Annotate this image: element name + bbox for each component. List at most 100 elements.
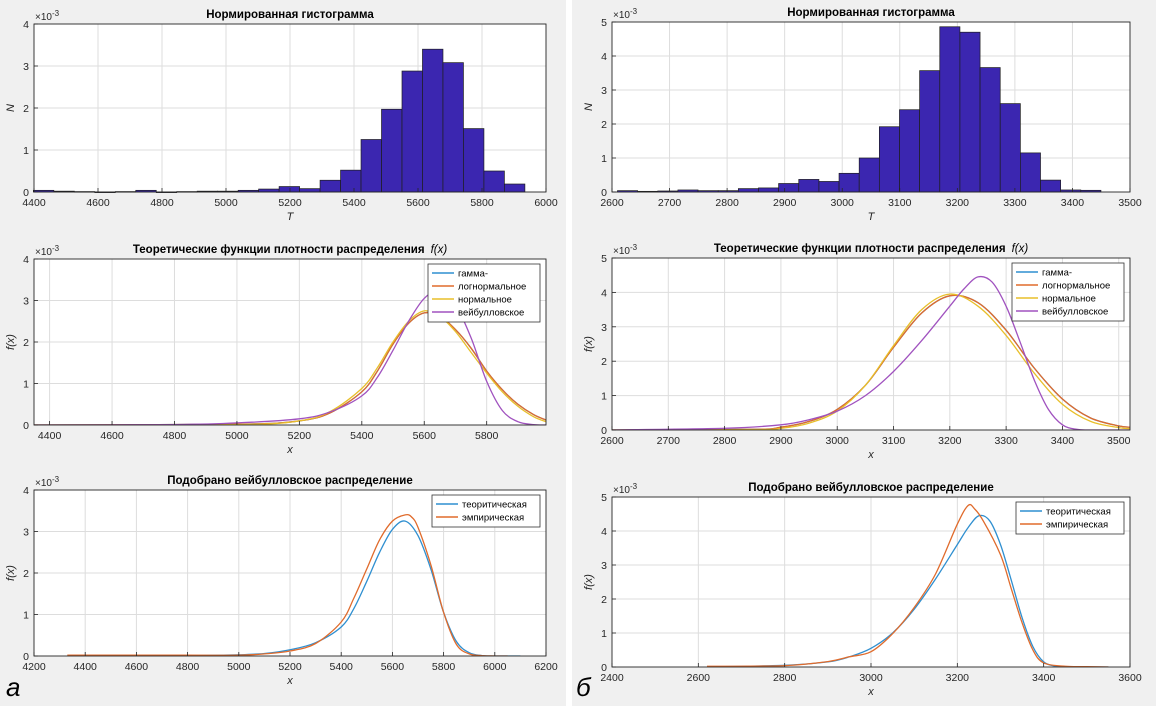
- legend-label: эмпирическая: [1046, 520, 1108, 531]
- x-tick-label: 4800: [176, 661, 200, 673]
- axis-exponent-base: ×10: [613, 485, 630, 496]
- chart-title-text: Подобрано вейбулловское распределение: [167, 475, 412, 487]
- x-tick-label: 3200: [946, 197, 970, 209]
- x-tick-label: 5000: [214, 197, 238, 209]
- x-tick-label: 3200: [938, 435, 962, 447]
- y-tick-label: 0: [601, 425, 607, 437]
- axis-exponent: ×10-3: [613, 243, 638, 257]
- y-tick-label: 3: [23, 296, 29, 308]
- series-line-3: [612, 293, 1130, 430]
- y-tick-label: 0: [601, 187, 607, 199]
- x-axis-label: T: [287, 211, 295, 223]
- legend-label: логнормальное: [458, 282, 526, 293]
- y-axis-label: f(x): [583, 336, 595, 352]
- axis-exponent: ×10-3: [35, 475, 60, 489]
- x-tick-label: 5200: [288, 430, 312, 442]
- chart-title: Подобрано вейбулловское распределение: [748, 482, 993, 494]
- axis-exponent: ×10-3: [35, 9, 60, 23]
- panel-label-b: б: [576, 672, 591, 702]
- axis-exponent: ×10-3: [35, 244, 60, 258]
- x-tick-label: 5200: [278, 197, 302, 209]
- histogram-bar: [401, 70, 423, 193]
- histogram-bar: [381, 108, 403, 193]
- histogram-bar: [278, 186, 300, 193]
- legend-label: логнормальное: [1042, 281, 1110, 292]
- y-tick-label: 2: [23, 337, 29, 349]
- histogram-bar: [1020, 152, 1041, 193]
- series-line-2: [67, 513, 508, 656]
- x-tick-label: 3300: [1003, 197, 1027, 209]
- histogram-bar: [340, 169, 362, 193]
- legend: гамма-логнормальное нормальное вейбулловск…: [1011, 262, 1125, 322]
- chart-a-fit: теоритическая эмпирическая 4200 4400 4600 480…: [5, 475, 558, 687]
- series-line-4: [34, 289, 546, 425]
- histogram-bar: [1040, 179, 1061, 193]
- y-tick-label: 1: [23, 610, 29, 622]
- ticks: 2400 2600 2800 3000 3200 3400 3600 0 1 2 3 4 5: [600, 492, 1142, 684]
- chart-title-text: Подобрано вейбулловское распределение: [748, 482, 993, 494]
- axis-exponent: ×10-3: [613, 482, 638, 496]
- x-tick-label: 2700: [657, 435, 681, 447]
- series-line-2: [706, 503, 1109, 667]
- x-tick-label: 4600: [125, 661, 149, 673]
- x-tick-label: 5600: [413, 430, 437, 442]
- legend-label: теоритическая: [1046, 507, 1111, 518]
- axis-exponent: ×10-3: [613, 7, 638, 21]
- y-tick-label: 2: [23, 103, 29, 115]
- x-tick-label: 5400: [350, 430, 374, 442]
- chart-a-theory: гамма-логнормальное нормальное вейбулловск…: [5, 244, 547, 456]
- y-tick-label: 2: [601, 594, 607, 606]
- axis-exponent-base: ×10: [35, 247, 52, 258]
- ticks: 4400 4600 4800 5000 5200 5400 5600 5800 6000 0 1 2 3…: [22, 19, 558, 209]
- chart-title: Нормированная гистограмма: [787, 7, 955, 19]
- series-line-2: [612, 294, 1130, 430]
- axis-exponent-power: -3: [52, 475, 60, 484]
- ticks: 4400 4600 4800 5000 5200 5400 5600 5800 0 1 2 3 4: [23, 254, 498, 442]
- chart-b-hist: 2600 2700 2800 2900 3000 3100 3200 3300 3400 3500…: [583, 7, 1142, 223]
- bars: [33, 48, 526, 193]
- y-tick-label: 1: [23, 145, 29, 157]
- histogram-bar: [442, 62, 464, 193]
- y-tick-label: 1: [601, 391, 607, 403]
- chart-b-theory: гамма-логнормальное нормальное вейбулловск…: [583, 243, 1131, 461]
- histogram-bar: [299, 188, 321, 193]
- y-tick-label: 2: [601, 119, 607, 131]
- x-tick-label: 2800: [773, 672, 797, 684]
- x-tick-label: 4800: [163, 430, 187, 442]
- y-tick-label: 3: [23, 527, 29, 539]
- x-tick-label: 2600: [687, 672, 711, 684]
- chart-title-text: Нормированная гистограмма: [787, 7, 955, 19]
- histogram-bar: [422, 48, 444, 193]
- y-tick-label: 3: [601, 560, 607, 572]
- y-axis-label: f(x): [5, 565, 17, 581]
- legend: теоритическая эмпирическая: [431, 494, 541, 528]
- x-tick-label: 2600: [600, 435, 624, 447]
- y-tick-label: 1: [601, 153, 607, 165]
- axis-exponent-base: ×10: [613, 246, 630, 257]
- x-axis-label: T: [868, 211, 876, 223]
- chart-title-text: Теоретические функции плотности распреде…: [133, 244, 425, 256]
- histogram-bar: [778, 183, 800, 193]
- x-tick-label: 3500: [1107, 435, 1131, 447]
- x-axis-label: x: [286, 675, 293, 687]
- y-tick-label: 3: [601, 322, 607, 334]
- chart-b-fit: теоритическая эмпирическая 2400 2600 2800 300…: [583, 482, 1142, 698]
- histogram-bar: [737, 188, 759, 193]
- y-tick-label: 3: [601, 85, 607, 97]
- x-tick-label: 3000: [831, 197, 855, 209]
- histogram-bar: [798, 179, 820, 193]
- x-tick-label: 4400: [74, 661, 98, 673]
- histogram-bar: [939, 26, 961, 193]
- chart-title-text: Теоретические функции плотности распреде…: [714, 243, 1006, 255]
- x-tick-label: 5800: [432, 661, 456, 673]
- chart-title: Теоретические функции плотности распреде…: [714, 243, 1029, 255]
- x-tick-label: 4600: [100, 430, 124, 442]
- x-tick-label: 5600: [381, 661, 405, 673]
- legend-label: гамма-: [458, 269, 488, 280]
- chart-title-text: Нормированная гистограмма: [206, 9, 374, 21]
- x-tick-label: 2800: [715, 197, 739, 209]
- x-axis-label: x: [867, 686, 874, 698]
- x-tick-label: 4200: [22, 661, 46, 673]
- series-lines: [34, 289, 546, 425]
- axis-exponent-power: -3: [52, 9, 60, 18]
